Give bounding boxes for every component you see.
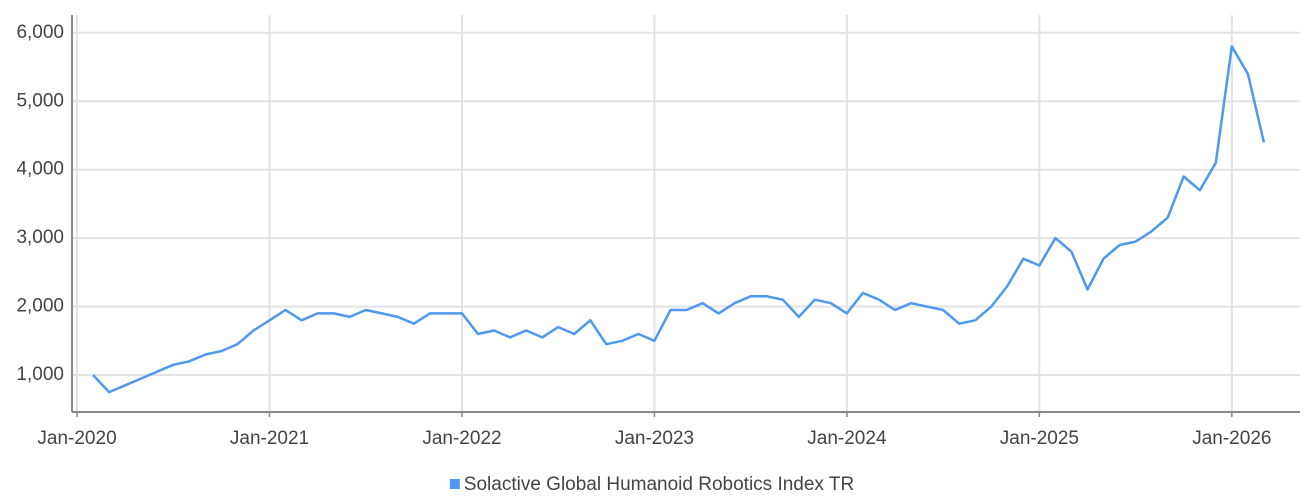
x-tick-label: Jan-2025 xyxy=(1000,428,1079,449)
y-tick-label: 5,000 xyxy=(16,90,64,111)
x-tick-label: Jan-2023 xyxy=(615,428,694,449)
y-tick-label: 2,000 xyxy=(16,296,64,317)
legend-label: Solactive Global Humanoid Robotics Index… xyxy=(464,474,854,495)
x-tick-label: Jan-2026 xyxy=(1192,428,1271,449)
legend-swatch xyxy=(449,479,460,489)
x-tick-label: Jan-2024 xyxy=(807,428,887,449)
line-series xyxy=(92,45,1266,394)
x-tick-label: Jan-2020 xyxy=(37,428,116,449)
y-tick-label: 1,000 xyxy=(16,364,64,385)
y-tick-label: 3,000 xyxy=(16,227,64,248)
x-tick-label: Jan-2022 xyxy=(422,428,501,449)
y-tick-label: 6,000 xyxy=(16,22,64,43)
y-tick-label: 4,000 xyxy=(16,159,64,180)
x-tick-label: Jan-2021 xyxy=(230,428,309,449)
